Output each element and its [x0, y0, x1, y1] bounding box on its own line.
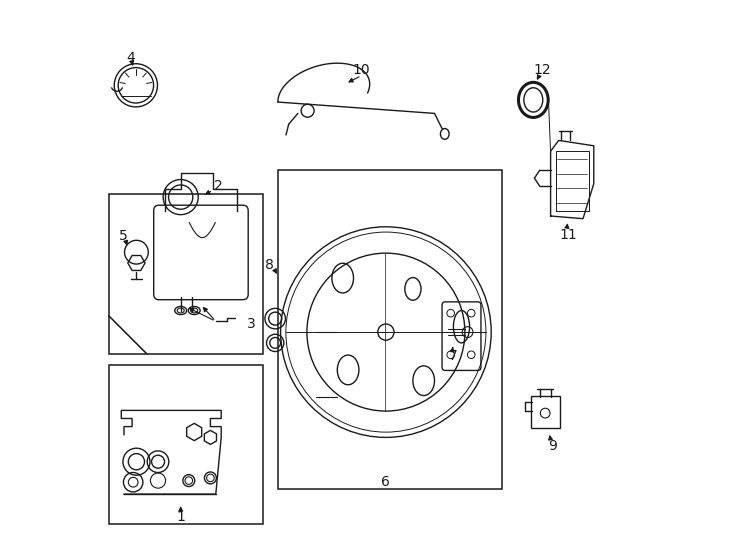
Text: 10: 10 — [353, 63, 371, 77]
Polygon shape — [550, 140, 594, 219]
Text: 8: 8 — [266, 258, 275, 272]
Text: 7: 7 — [449, 349, 458, 363]
Text: 11: 11 — [559, 228, 577, 242]
Text: 9: 9 — [548, 438, 556, 453]
Text: 5: 5 — [119, 229, 128, 243]
Text: 12: 12 — [534, 63, 551, 77]
Text: 4: 4 — [126, 51, 135, 65]
Bar — [109, 194, 263, 354]
Text: 3: 3 — [247, 317, 255, 331]
Text: 1: 1 — [176, 510, 185, 524]
Bar — [109, 364, 263, 524]
Text: 2: 2 — [214, 179, 223, 193]
Bar — [278, 170, 502, 489]
Text: 6: 6 — [382, 475, 390, 489]
